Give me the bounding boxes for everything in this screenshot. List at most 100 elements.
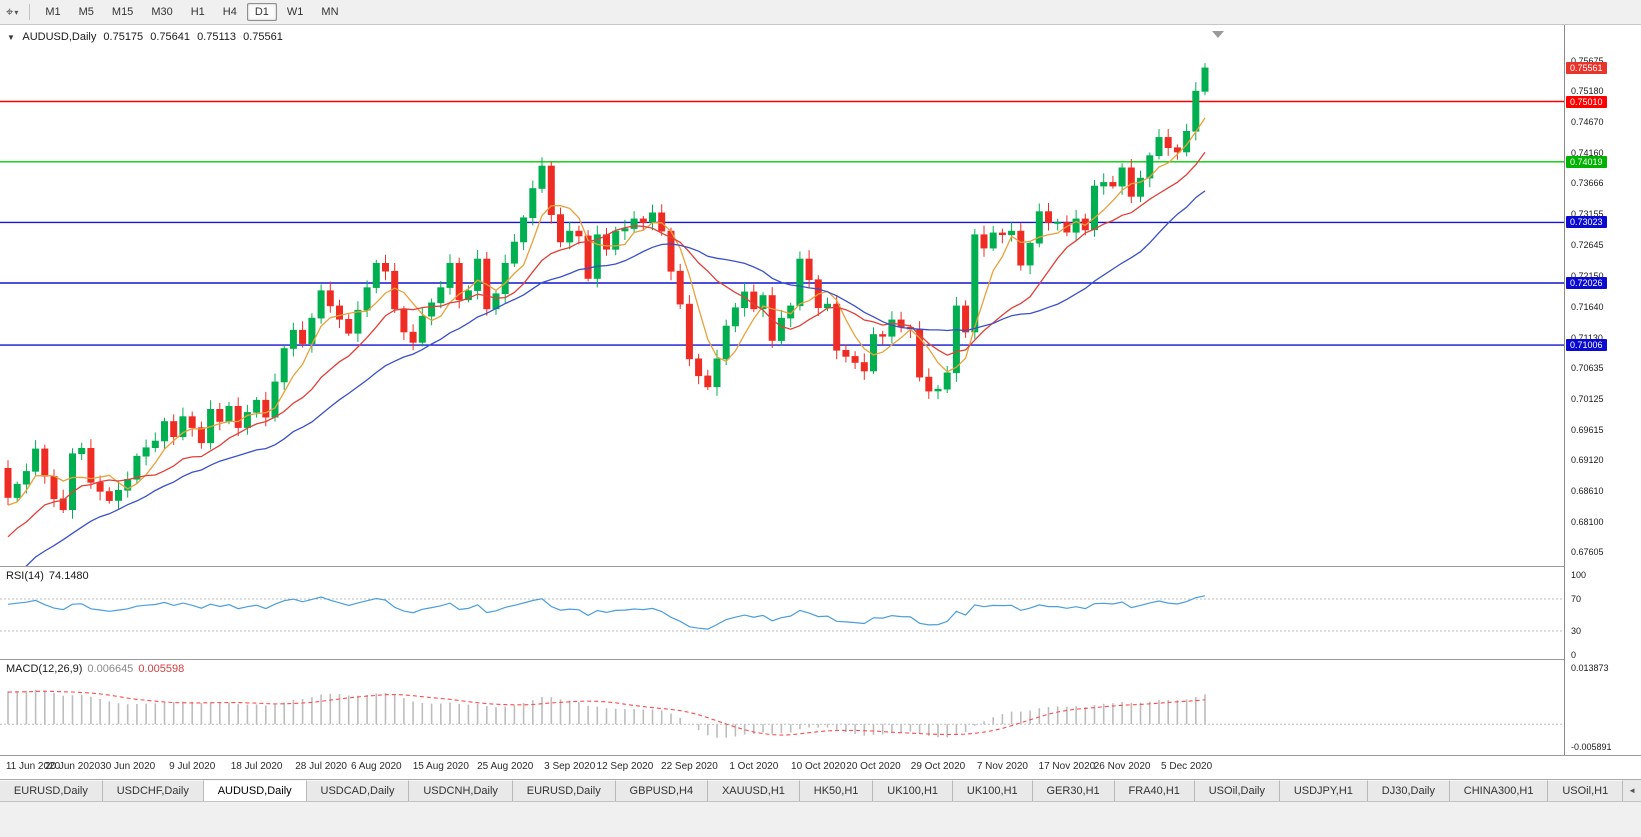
price-tick-label: 0.70125: [1571, 393, 1604, 404]
price-tick-label: 0.70635: [1571, 362, 1604, 373]
price-tick-label: 0.71640: [1571, 301, 1604, 312]
date-label: 22 Sep 2020: [661, 761, 718, 772]
tab-scroll-left-icon[interactable]: ◄: [1623, 780, 1641, 801]
price-tick-label: 0.74670: [1571, 117, 1604, 128]
macd-scale-top-label: 0.013873: [1571, 663, 1609, 673]
chart-tab-9-uk100-h1[interactable]: UK100,H1: [873, 780, 953, 801]
price-tick-label: 0.75675: [1571, 56, 1604, 66]
chart-tab-1-usdchf-daily[interactable]: USDCHF,Daily: [102, 780, 204, 801]
timeframe-button-m1[interactable]: M1: [45, 6, 61, 18]
rsi-scale-label: 0: [1571, 650, 1577, 660]
chart-tab-5-eurusd-daily[interactable]: EURUSD,Daily: [512, 780, 616, 801]
rsi-scale-label: 100: [1571, 570, 1587, 580]
timeframe-button-w1[interactable]: W1: [286, 6, 304, 18]
chart-tabs-bar: EURUSD,Daily USDCHF,Daily AUDUSD,Daily USDC…: [0, 779, 1641, 801]
macd-name: MACD(12,26,9): [6, 663, 83, 675]
price-tick-label: 0.71130: [1571, 332, 1603, 343]
chart-tab-7-xauusd-h1[interactable]: XAUUSD,H1: [708, 780, 800, 801]
date-label: 26 Nov 2020: [1093, 761, 1151, 772]
price-tick-label: 0.69120: [1571, 454, 1604, 465]
rsi-pane-canvas[interactable]: [0, 567, 1564, 659]
timeframe-button-d1[interactable]: D1: [246, 3, 277, 21]
date-label: 18 Jul 2020: [230, 761, 283, 772]
moving-average-line-5: [7, 117, 1206, 506]
chart-tab-15-dj30-daily[interactable]: DJ30,Daily: [1367, 780, 1450, 801]
chart-shift-marker[interactable]: [1212, 31, 1224, 38]
price-tick-label: 0.73155: [1571, 209, 1604, 220]
price-chart-canvas[interactable]: [0, 25, 1564, 566]
date-label: 9 Jul 2020: [169, 761, 216, 772]
chart-tab-14-usdjpy-h1[interactable]: USDJPY,H1: [1279, 780, 1368, 801]
collapse-triangle-icon[interactable]: ▼: [7, 33, 15, 42]
toolbar-separator: [29, 4, 31, 20]
rsi-scale-label: 30: [1571, 626, 1582, 636]
rsi-value: 74.1480: [48, 570, 89, 582]
chart-tab-11-ger30-h1[interactable]: GER30,H1: [1032, 780, 1115, 801]
date-label: 6 Aug 2020: [350, 761, 402, 772]
date-label: 28 Jul 2020: [295, 761, 347, 772]
date-label: 15 Aug 2020: [412, 761, 469, 772]
price-badge-0.74019: 0.74019: [1566, 155, 1607, 168]
rsi-indicator-label: RSI(14) 74.1480: [6, 570, 94, 582]
macd-indicator-label: MACD(12,26,9) 0.006645 0.005598: [6, 663, 189, 675]
price-scale[interactable]: 0.75675 0.75180 0.74670 0.74160 0.73666 0.731…: [1564, 25, 1641, 755]
price-badge-0.73023: 0.73023: [1566, 216, 1607, 229]
date-label: 25 Aug 2020: [477, 761, 534, 772]
chart-tab-3-usdcad-daily[interactable]: USDCAD,Daily: [306, 780, 410, 801]
timeframe-button-h1[interactable]: H1: [190, 6, 205, 18]
date-label: 20 Oct 2020: [846, 761, 901, 772]
pane-resize-separator[interactable]: [0, 566, 1641, 567]
date-label: 11 Jun 2020: [5, 761, 61, 772]
price-badge-0.71006: 0.71006: [1566, 339, 1607, 352]
macd-scale-bottom-label: -0.005891: [1571, 742, 1612, 752]
ohlc-low-value: 0.75113: [197, 31, 237, 43]
date-label: 5 Dec 2020: [1161, 761, 1213, 772]
price-tick-label: 0.75180: [1571, 86, 1604, 97]
price-tick-label: 0.72645: [1571, 240, 1604, 251]
status-bar: [0, 801, 1641, 837]
macd-signal-value: 0.005598: [138, 663, 185, 675]
time-axis[interactable]: 11 Jun 2020 20 Jun 2020 30 Jun 2020 9 Jul 2…: [0, 755, 1641, 779]
rsi-name: RSI(14): [6, 570, 44, 582]
chart-tab-0-eurusd-daily[interactable]: EURUSD,Daily: [0, 780, 103, 801]
price-tick-label: 0.69615: [1571, 424, 1604, 435]
timeframe-button-mn[interactable]: MN: [321, 6, 339, 18]
chart-tab-4-usdcnh-daily[interactable]: USDCNH,Daily: [409, 780, 513, 801]
moving-average-line-25: [25, 190, 1206, 566]
chart-symbol-label: AUDUSD,Daily: [22, 31, 97, 43]
chart-tab-10-uk100-h1[interactable]: UK100,H1: [952, 780, 1033, 801]
chart-tab-2-audusd-daily[interactable]: AUDUSD,Daily: [203, 780, 307, 801]
price-badge-0.72026: 0.72026: [1566, 277, 1607, 289]
price-tick-label: 0.68100: [1571, 516, 1604, 527]
price-tick-label: 0.74160: [1571, 148, 1604, 159]
timeframe-button-m30[interactable]: M30: [151, 6, 173, 18]
chart-tab-12-fra40-h1[interactable]: FRA40,H1: [1114, 780, 1195, 801]
price-tick-label: 0.68610: [1571, 485, 1604, 496]
pane-resize-separator[interactable]: [0, 659, 1641, 660]
date-label: 29 Oct 2020: [910, 761, 966, 772]
chart-tab-13-usoil-daily[interactable]: USOil,Daily: [1194, 780, 1280, 801]
price-tick-label: 0.72150: [1571, 270, 1604, 281]
date-label: 10 Oct 2020: [791, 761, 846, 772]
chart-tab-6-gbpusd-h4[interactable]: GBPUSD,H4: [615, 780, 709, 801]
timeframe-button-h4[interactable]: H4: [222, 6, 237, 18]
macd-main-value: 0.006645: [87, 663, 134, 675]
price-tick-label: 0.67605: [1571, 547, 1604, 557]
price-badge-0.75010: 0.75010: [1566, 95, 1607, 108]
date-label: 17 Nov 2020: [1038, 761, 1096, 772]
chart-tab-17-usoil-h1[interactable]: USOil,H1: [1548, 780, 1624, 801]
chevron-down-icon[interactable]: ▾: [14, 7, 19, 17]
moving-average-line-13: [7, 151, 1206, 538]
chart-ohlc-info: ▼ AUDUSD,Daily 0.75175 0.75641 0.75113 0…: [7, 31, 287, 43]
timeframe-button-m5[interactable]: M5: [78, 6, 94, 18]
price-badge-0.75561: 0.75561: [1566, 61, 1607, 74]
ohlc-close-value: 0.75561: [243, 31, 283, 43]
date-label: 20 Jun 2020: [44, 761, 101, 772]
chart-tab-16-china300-h1[interactable]: CHINA300,H1: [1449, 780, 1549, 801]
date-label: 12 Sep 2020: [596, 761, 654, 772]
timeframe-button-m15[interactable]: M15: [111, 6, 134, 18]
chart-tab-8-hk50-h1[interactable]: HK50,H1: [799, 780, 874, 801]
macd-pane-canvas[interactable]: [0, 660, 1564, 755]
crosshair-tool-icon[interactable]: ⌖: [6, 4, 14, 19]
